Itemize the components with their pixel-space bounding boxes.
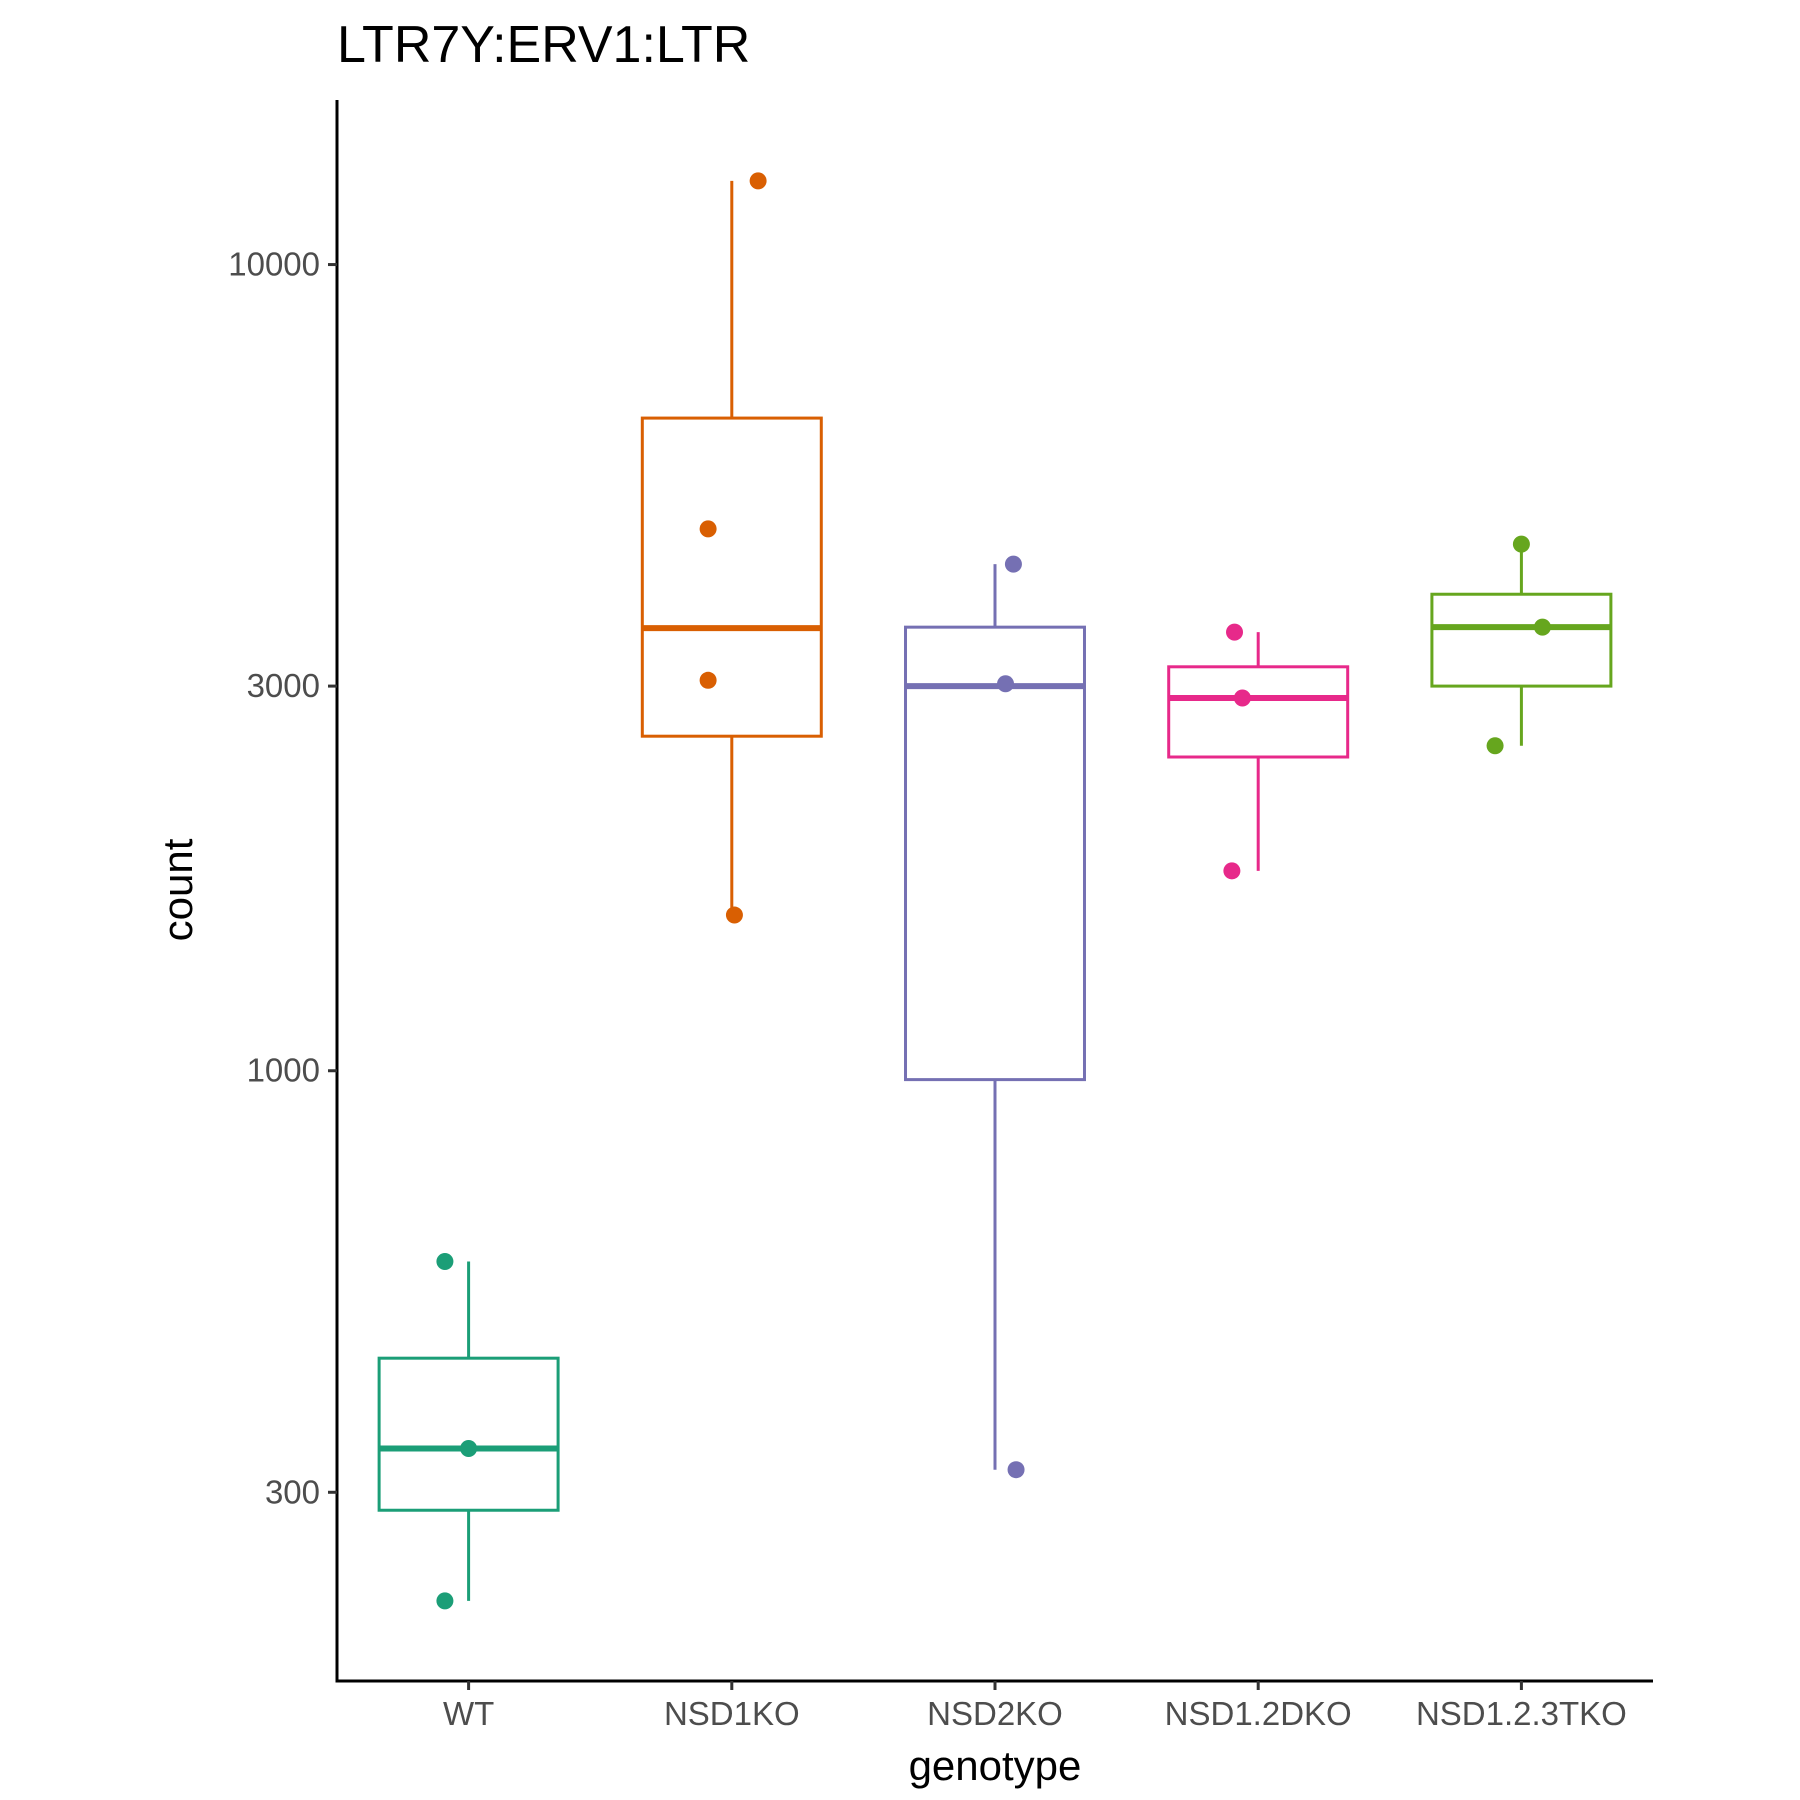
- data-point: [1226, 623, 1244, 641]
- y-tick-label: 1000: [247, 1052, 320, 1089]
- y-tick-label: 300: [265, 1473, 320, 1510]
- data-point: [436, 1592, 454, 1610]
- x-axis-title: genotype: [909, 1742, 1082, 1789]
- y-tick-label: 3000: [247, 667, 320, 704]
- box: [640, 416, 823, 738]
- box-group: [1167, 623, 1350, 880]
- data-point: [460, 1439, 478, 1457]
- x-tick-label: NSD1.2DKO: [1165, 1695, 1352, 1732]
- data-point: [699, 520, 717, 538]
- data-point: [436, 1252, 454, 1270]
- y-axis-title: count: [154, 838, 201, 941]
- data-point: [1533, 618, 1551, 636]
- axes: 300 1000 3000 10000 WT NSD1KO NSD2KO NSD1.2DKO N…: [228, 100, 1653, 1732]
- data-point: [749, 172, 767, 190]
- data-point: [1007, 1461, 1025, 1479]
- x-tick-label: NSD1KO: [664, 1695, 800, 1732]
- plot-area: [377, 172, 1613, 1610]
- box-group: [377, 1252, 560, 1610]
- box: [377, 1356, 560, 1512]
- box-group: [1430, 535, 1613, 755]
- y-tick-label: 10000: [228, 246, 320, 283]
- box: [1167, 665, 1350, 759]
- x-tick-label: NSD1.2.3TKO: [1416, 1695, 1627, 1732]
- box: [904, 625, 1086, 1082]
- data-point: [1512, 535, 1530, 553]
- data-point: [1223, 862, 1241, 880]
- chart-title: LTR7Y:ERV1:LTR: [337, 16, 750, 74]
- data-point: [1004, 555, 1022, 573]
- box-group: [640, 172, 823, 924]
- data-point: [1233, 689, 1251, 707]
- data-point: [1486, 737, 1504, 755]
- data-point: [997, 675, 1015, 693]
- data-point: [699, 671, 717, 689]
- data-point: [725, 906, 743, 924]
- box: [1430, 592, 1613, 688]
- x-tick-label: NSD2KO: [927, 1695, 1063, 1732]
- x-tick-label: WT: [443, 1695, 494, 1732]
- box-group: [904, 555, 1086, 1479]
